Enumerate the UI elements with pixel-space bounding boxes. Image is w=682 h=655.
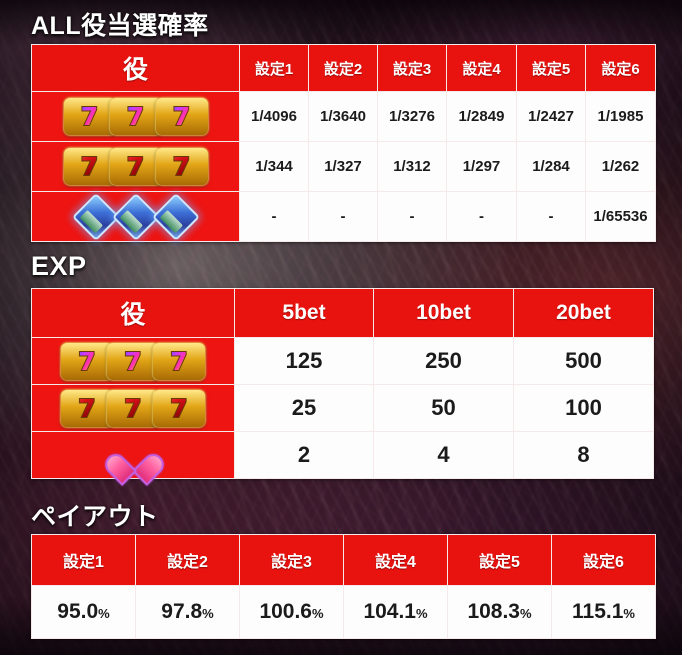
- cell-value: -: [516, 191, 586, 242]
- cell-payout-setting-4: 104.1%: [343, 585, 448, 639]
- symbol-cell-blue-gem-triple: [31, 191, 240, 242]
- col-header-10bet: 10bet: [373, 288, 514, 338]
- cell-payout-setting-3: 100.6%: [239, 585, 344, 639]
- cell-value: 100: [513, 384, 654, 432]
- percent-unit: %: [98, 606, 110, 621]
- table-header-row: 役 5bet 10bet 20bet: [31, 288, 654, 338]
- cell-value: 1/3276: [377, 91, 447, 142]
- col-header-setting-6: 設定6: [551, 534, 656, 586]
- percent-unit: %: [312, 606, 324, 621]
- col-header-setting-3: 設定3: [377, 44, 447, 92]
- table-header-row: 役 設定1 設定2 設定3 設定4 設定5 設定6: [31, 44, 656, 92]
- cell-payout-setting-5: 108.3%: [447, 585, 552, 639]
- blue-gem-triple-icon: [32, 192, 239, 241]
- percent-unit: %: [520, 606, 532, 621]
- cell-payout-setting-1: 95.0%: [31, 585, 136, 639]
- payout-value: 115.1: [572, 600, 624, 623]
- col-header-20bet: 20bet: [513, 288, 654, 338]
- section-title-all-yaku-probability: ALL役当選確率: [31, 12, 209, 40]
- red-seven-777-icon: 7 7 7: [32, 385, 234, 431]
- col-header-5bet: 5bet: [234, 288, 374, 338]
- table-row: 2 4 8: [31, 431, 654, 479]
- col-header-setting-2: 設定2: [135, 534, 240, 586]
- rainbow-seven-777-icon: 7 7 7: [32, 338, 234, 384]
- col-header-setting-1: 設定1: [239, 44, 309, 92]
- cell-value: 1/2427: [516, 91, 586, 142]
- table-row: 7 7 7 125 250 500: [31, 337, 654, 385]
- cell-value: 1/65536: [585, 191, 656, 242]
- symbol-cell-red-seven-777: 7 7 7: [31, 384, 235, 432]
- percent-unit: %: [202, 606, 214, 621]
- table-exp: 役 5bet 10bet 20bet 7 7 7 125 250 500: [31, 288, 654, 479]
- cell-value: 1/327: [308, 141, 378, 192]
- col-header-setting-3: 設定3: [239, 534, 344, 586]
- pink-heart-icon: [32, 432, 234, 478]
- col-header-setting-4: 設定4: [343, 534, 448, 586]
- cell-value: 125: [234, 337, 374, 385]
- col-header-yaku: 役: [31, 288, 235, 338]
- percent-unit: %: [416, 606, 428, 621]
- cell-value: 1/284: [516, 141, 586, 192]
- symbol-cell-red-seven-777: 7 7 7: [31, 141, 240, 192]
- cell-value: 25: [234, 384, 374, 432]
- table-header-row: 設定1 設定2 設定3 設定4 設定5 設定6: [31, 534, 656, 586]
- percent-unit: %: [623, 606, 635, 621]
- cell-payout-setting-6: 115.1%: [551, 585, 656, 639]
- cell-value: 1/262: [585, 141, 656, 192]
- payout-value: 97.8: [161, 600, 203, 623]
- payout-value: 100.6: [259, 600, 312, 623]
- cell-value: 1/1985: [585, 91, 656, 142]
- cell-value: 250: [373, 337, 514, 385]
- section-title-payout: ペイアウト: [31, 503, 159, 531]
- symbol-cell-rainbow-seven-777: 7 7 7: [31, 91, 240, 142]
- table-all-yaku-probability: 役 設定1 設定2 設定3 設定4 設定5 設定6 7 7 7 1/4096: [31, 44, 656, 242]
- cell-value: 1/312: [377, 141, 447, 192]
- red-seven-777-icon: 7 7 7: [32, 142, 239, 191]
- cell-value: 500: [513, 337, 654, 385]
- cell-value: -: [239, 191, 309, 242]
- table-row: 7 7 7 25 50 100: [31, 384, 654, 432]
- cell-value: -: [308, 191, 378, 242]
- payout-value: 95.0: [57, 600, 99, 623]
- cell-value: 50: [373, 384, 514, 432]
- table-payout: 設定1 設定2 設定3 設定4 設定5 設定6 95.0% 97.8% 100.…: [31, 534, 656, 639]
- col-header-setting-4: 設定4: [446, 44, 517, 92]
- cell-payout-setting-2: 97.8%: [135, 585, 240, 639]
- col-header-setting-5: 設定5: [447, 534, 552, 586]
- col-header-setting-6: 設定6: [585, 44, 656, 92]
- cell-value: 1/2849: [446, 91, 517, 142]
- cell-value: 4: [373, 431, 514, 479]
- symbol-cell-rainbow-seven-777: 7 7 7: [31, 337, 235, 385]
- rainbow-seven-777-icon: 7 7 7: [32, 92, 239, 141]
- col-header-setting-2: 設定2: [308, 44, 378, 92]
- table-row: 7 7 7 1/4096 1/3640 1/3276 1/2849 1/2427…: [31, 91, 656, 142]
- cell-value: 1/3640: [308, 91, 378, 142]
- col-header-yaku: 役: [31, 44, 240, 92]
- col-header-setting-1: 設定1: [31, 534, 136, 586]
- cell-value: 8: [513, 431, 654, 479]
- table-row: 7 7 7 1/344 1/327 1/312 1/297 1/284 1/26…: [31, 141, 656, 192]
- section-title-exp: EXP: [31, 251, 87, 281]
- col-header-setting-5: 設定5: [516, 44, 586, 92]
- cell-value: 1/4096: [239, 91, 309, 142]
- table-row: - - - - - 1/65536: [31, 191, 656, 242]
- cell-value: 1/344: [239, 141, 309, 192]
- symbol-cell-pink-heart: [31, 431, 235, 479]
- cell-value: -: [446, 191, 517, 242]
- payout-value: 104.1: [363, 600, 416, 623]
- cell-value: 1/297: [446, 141, 517, 192]
- cell-value: 2: [234, 431, 374, 479]
- cell-value: -: [377, 191, 447, 242]
- table-row: 95.0% 97.8% 100.6% 104.1% 108.3% 115.1%: [31, 585, 656, 639]
- payout-value: 108.3: [467, 600, 520, 623]
